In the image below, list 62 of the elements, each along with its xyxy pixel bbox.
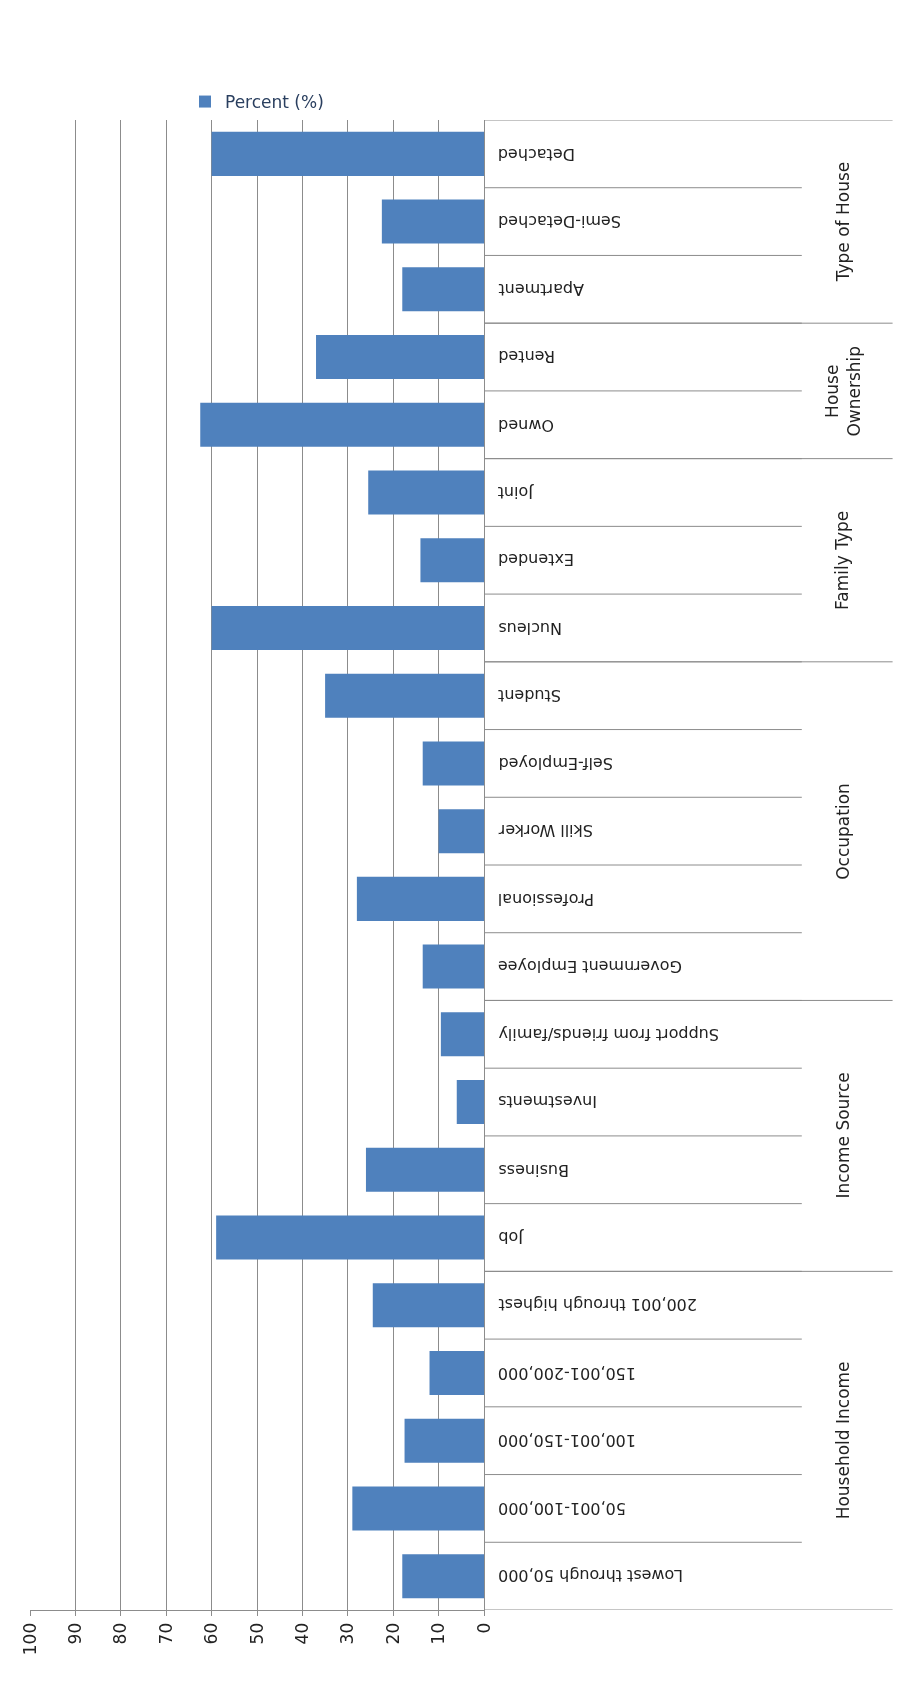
y-tick-label: Student <box>498 686 561 706</box>
bar <box>422 944 484 989</box>
bar <box>402 1554 484 1599</box>
y-tick-label: Skill Worker <box>498 821 593 841</box>
x-tick-label: 80 <box>110 1622 131 1645</box>
bar <box>200 402 484 447</box>
y-tick-label: Professional <box>497 889 594 909</box>
bar <box>211 131 484 176</box>
bar <box>316 335 484 380</box>
bar <box>211 605 484 650</box>
bar <box>381 199 484 244</box>
text: Occupation <box>832 783 853 880</box>
y-tick-label: Apartment <box>498 279 584 299</box>
text: House Ownership <box>821 345 864 437</box>
bar <box>356 876 484 921</box>
x-tick-label: 60 <box>201 1622 222 1645</box>
bar <box>456 1080 484 1125</box>
bar <box>402 267 484 312</box>
y-tick-label: Investments <box>498 1092 597 1112</box>
x-tick-label: 90 <box>64 1622 85 1645</box>
y-tick-label: Lowest through 50,000 <box>498 1566 683 1586</box>
y-tick-label: Joint <box>497 483 534 502</box>
x-tick-label: 30 <box>337 1622 358 1645</box>
y-tick-label: Job <box>498 1228 524 1247</box>
bar <box>429 1350 484 1395</box>
x-tick-label: 20 <box>382 1622 403 1645</box>
x-tick-label: 50 <box>246 1622 267 1645</box>
text: Household Income <box>832 1361 853 1520</box>
x-tick-label: 0 <box>473 1622 494 1634</box>
y-tick-label: Extended <box>498 550 574 570</box>
y-tick-label: Business <box>498 1160 569 1180</box>
bar <box>438 809 484 854</box>
y-tick-label: 50,001-100,000 <box>498 1498 626 1518</box>
bar <box>352 1486 484 1531</box>
y-tick-label: Support from friends/family <box>498 1024 719 1044</box>
text: Type of House <box>833 161 854 283</box>
bar <box>420 538 484 583</box>
bar <box>404 1418 484 1463</box>
y-tick-label: Rented <box>498 347 555 367</box>
bar <box>368 470 484 515</box>
bar <box>216 1215 484 1260</box>
y-tick-label: 150,001-200,000 <box>497 1363 636 1383</box>
y-tick-label: 200,001 through highest <box>498 1295 697 1315</box>
bar <box>422 741 484 786</box>
y-tick-label: Detached <box>497 144 575 164</box>
y-tick-label: Owned <box>498 415 554 435</box>
y-tick-label: Semi-Detached <box>498 212 621 232</box>
text: Income Source <box>832 1072 853 1199</box>
x-tick-label: 10 <box>428 1622 449 1645</box>
bar <box>325 673 484 718</box>
y-tick-label: Self-Employed <box>498 753 613 773</box>
bar <box>372 1283 484 1328</box>
x-tick-label: 40 <box>291 1622 312 1645</box>
text: Family Type <box>832 510 853 610</box>
x-tick-label: 100 <box>19 1622 40 1656</box>
y-tick-label: Nucleus <box>498 618 562 638</box>
x-tick-label: 70 <box>155 1622 176 1645</box>
bar <box>440 1012 484 1057</box>
legend-label: Percent (%) <box>225 92 324 113</box>
bar <box>365 1147 484 1192</box>
y-tick-label: 100,001-150,000 <box>497 1431 636 1451</box>
y-tick-label: Government Employee <box>497 957 682 977</box>
